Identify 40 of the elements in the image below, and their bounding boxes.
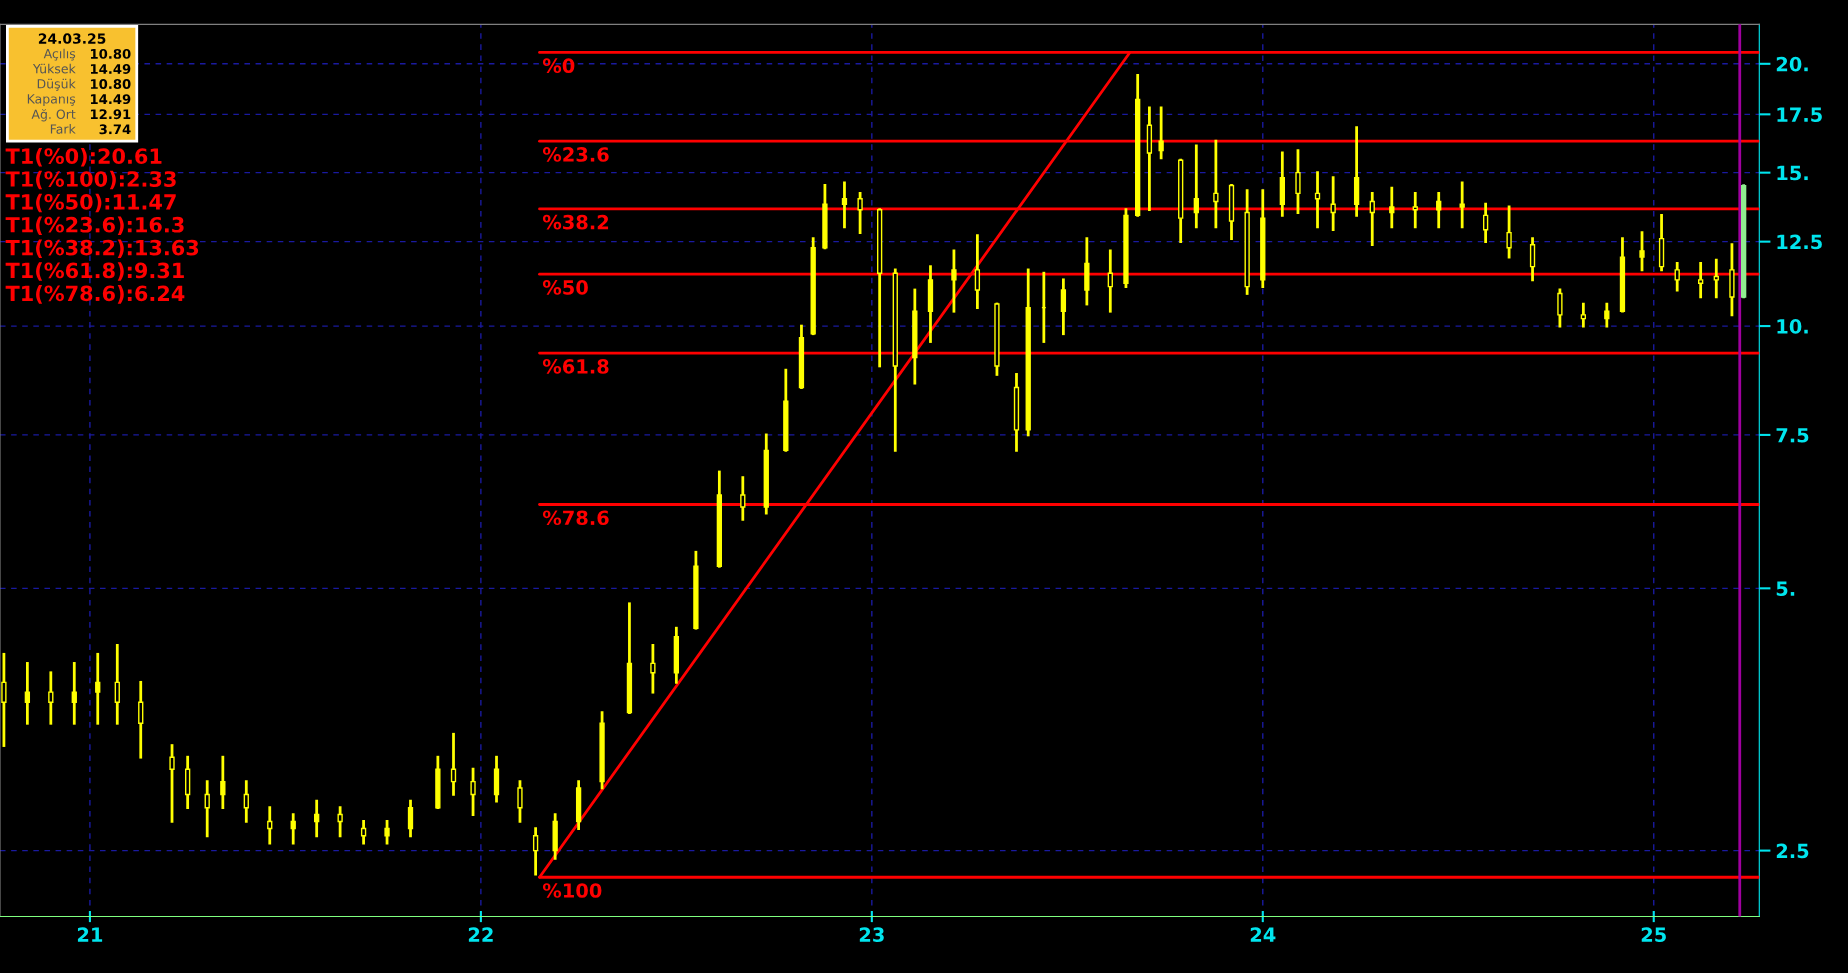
y-tick-label: 2.5 <box>1776 843 1809 859</box>
series-label: %100 <box>542 883 602 898</box>
annotation: T1(%100):2.33 <box>5 170 176 190</box>
annotation: T1(%50):11.47 <box>5 193 176 213</box>
annotation: Yüksek <box>32 63 76 74</box>
annotation: 12.91 <box>90 109 131 120</box>
x-tick-label: 25 <box>1641 927 1666 943</box>
y-tick-label: 15. <box>1777 165 1808 181</box>
x-tick-label: 23 <box>859 927 884 943</box>
annotation: Fark <box>50 124 76 134</box>
annotation: T1(%61.8):9.31 <box>5 262 184 281</box>
annotation: 24.03.25 <box>38 33 106 44</box>
annotation: Kapanış <box>27 94 76 106</box>
annotation: T1(%38.2):13.63 <box>5 239 199 258</box>
annotation: T1(%23.6):16.3 <box>5 216 184 236</box>
annotation: Açılış <box>43 48 76 61</box>
y-tick-label: 12.5 <box>1777 234 1822 250</box>
annotation: 10.80 <box>90 48 131 59</box>
series-label: %50 <box>542 280 588 295</box>
annotation: T1(%78.6):6.24 <box>5 285 185 304</box>
annotation: Ağ. Ort <box>31 108 76 122</box>
y-tick-label: 7.5 <box>1776 428 1809 443</box>
y-tick-label: 20. <box>1776 56 1808 72</box>
y-tick-label: 17.5 <box>1777 107 1822 122</box>
annotation: 3.74 <box>99 124 131 135</box>
series-label: %38.2 <box>542 214 609 230</box>
series-label: %0 <box>542 58 575 74</box>
annotation: T1(%0):20.61 <box>5 147 162 167</box>
annotation: 14.49 <box>90 63 131 74</box>
y-tick-label: 10. <box>1777 319 1808 334</box>
y-tick-label: 5. <box>1776 581 1795 596</box>
annotation: Düşük <box>37 78 76 91</box>
series-label: %61.8 <box>542 359 609 374</box>
x-tick-label: 22 <box>468 927 493 942</box>
series-label: %78.6 <box>542 510 609 526</box>
annotation: 10.80 <box>90 79 131 90</box>
x-tick-label: 24 <box>1250 927 1276 942</box>
x-tick-label: 21 <box>77 927 103 942</box>
series-label: %23.6 <box>542 147 609 162</box>
annotation: 14.49 <box>90 94 131 105</box>
